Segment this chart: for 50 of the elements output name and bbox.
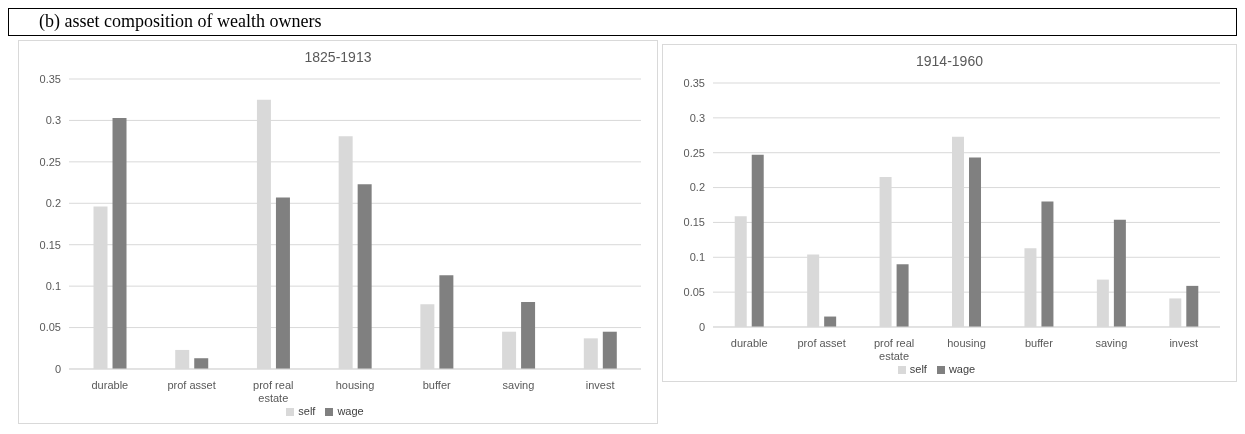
bar bbox=[1113, 219, 1126, 327]
bar bbox=[112, 117, 127, 369]
y-tick-label: 0.35 bbox=[683, 76, 705, 89]
bar bbox=[521, 301, 536, 369]
y-tick-label: 0.25 bbox=[39, 155, 61, 168]
y-tick-label: 0.3 bbox=[45, 114, 61, 127]
legend-label: self bbox=[298, 405, 316, 417]
y-tick-label: 0.25 bbox=[683, 146, 705, 159]
bar bbox=[1041, 201, 1054, 327]
bar bbox=[969, 157, 982, 327]
y-tick-label: 0.15 bbox=[39, 238, 61, 251]
y-tick-label: 0.05 bbox=[683, 286, 705, 299]
x-tick-label: prof real estate bbox=[873, 337, 915, 362]
y-tick-label: 0.1 bbox=[689, 251, 705, 264]
y-tick-label: 0.2 bbox=[689, 181, 705, 194]
bar bbox=[602, 331, 617, 369]
bar bbox=[896, 264, 909, 327]
x-tick-label: invest bbox=[1169, 337, 1199, 349]
y-tick-label: 0.15 bbox=[683, 216, 705, 229]
bar bbox=[1186, 285, 1199, 327]
y-tick-label: 0 bbox=[54, 362, 61, 375]
x-tick-label: prof real estate bbox=[253, 379, 294, 404]
y-tick-label: 0.35 bbox=[39, 72, 61, 85]
x-tick-label: durable bbox=[730, 337, 768, 349]
x-tick-label: invest bbox=[585, 379, 615, 391]
bar bbox=[194, 358, 209, 369]
text: (b) asset composition of wealth owners bbox=[39, 11, 322, 31]
bar bbox=[357, 184, 372, 369]
bar bbox=[275, 197, 290, 369]
y-tick-label: 0.1 bbox=[45, 280, 61, 293]
legend-label: wage bbox=[337, 405, 364, 417]
x-tick-label: saving bbox=[1095, 337, 1128, 349]
x-tick-label: saving bbox=[502, 379, 535, 391]
x-tick-label: prof asset bbox=[167, 379, 216, 391]
legend-label: self bbox=[909, 363, 927, 375]
x-tick-label: housing bbox=[335, 379, 375, 391]
y-tick-label: 0 bbox=[698, 320, 705, 333]
x-tick-label: housing bbox=[947, 337, 986, 349]
x-tick-label: durable bbox=[91, 379, 129, 391]
x-tick-label: buffer bbox=[422, 379, 452, 391]
chart-title: 1825-1913 bbox=[303, 48, 373, 67]
legend-label: wage bbox=[948, 363, 976, 375]
bar bbox=[751, 154, 764, 327]
chart-title: 1914-1960 bbox=[915, 52, 984, 71]
bar bbox=[439, 275, 454, 369]
y-tick-label: 0.3 bbox=[689, 111, 705, 124]
x-tick-label: buffer bbox=[1024, 337, 1054, 349]
y-tick-label: 0.2 bbox=[45, 197, 61, 210]
x-tick-label: prof asset bbox=[797, 337, 846, 349]
y-tick-label: 0.05 bbox=[39, 321, 61, 334]
